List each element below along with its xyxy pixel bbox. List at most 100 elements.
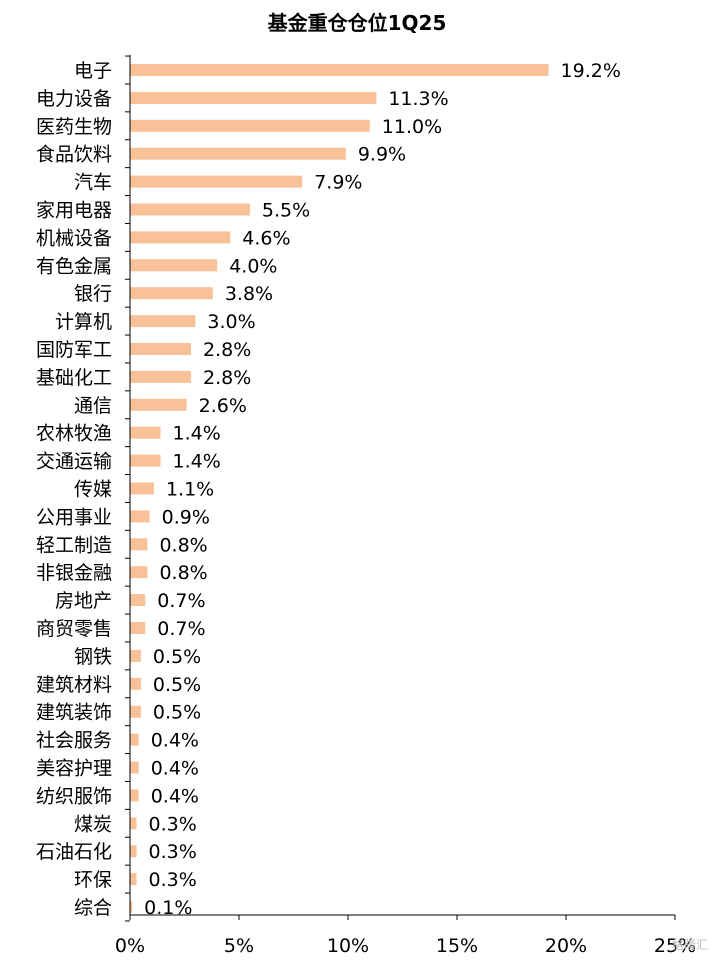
bar-1 bbox=[130, 64, 549, 76]
category-label: 煤炭 bbox=[74, 813, 112, 835]
bar-2 bbox=[130, 91, 377, 104]
bar-15 bbox=[130, 454, 161, 467]
value-label: 19.2% bbox=[561, 60, 621, 82]
bar-16 bbox=[130, 482, 154, 495]
bar-10 bbox=[130, 315, 196, 328]
category-label: 建筑材料 bbox=[36, 674, 112, 696]
bar-9 bbox=[130, 287, 213, 300]
value-label: 4.6% bbox=[242, 227, 290, 249]
x-tick-label: 5% bbox=[224, 935, 254, 957]
category-label: 国防军工 bbox=[36, 339, 112, 361]
category-label: 通信 bbox=[74, 395, 112, 417]
chart-title: 基金重仓仓位1Q25 bbox=[268, 11, 447, 35]
bar-17 bbox=[130, 510, 150, 523]
value-label: 5.5% bbox=[262, 200, 310, 222]
category-label: 综合 bbox=[74, 897, 112, 919]
bar-19 bbox=[130, 566, 148, 579]
category-label: 电子 bbox=[74, 60, 112, 82]
bar-6 bbox=[130, 203, 250, 216]
value-label: 0.8% bbox=[159, 534, 207, 556]
value-label: 0.3% bbox=[149, 869, 197, 891]
bar-25 bbox=[130, 733, 139, 746]
category-label: 计算机 bbox=[55, 311, 112, 333]
value-label: 0.4% bbox=[151, 758, 199, 780]
bar-24 bbox=[130, 705, 141, 718]
category-label: 食品饮料 bbox=[36, 144, 112, 166]
category-label: 石油石化 bbox=[36, 841, 112, 863]
bar-28 bbox=[130, 817, 137, 830]
category-label: 非银金融 bbox=[36, 562, 112, 584]
bar-18 bbox=[130, 538, 148, 551]
category-label: 建筑装饰 bbox=[36, 702, 112, 724]
bar-3 bbox=[130, 119, 370, 132]
x-tick-label: 25% bbox=[654, 935, 696, 957]
bar-12 bbox=[130, 370, 192, 383]
bar-13 bbox=[130, 398, 187, 411]
category-label: 汽车 bbox=[74, 172, 112, 194]
category-label: 农林牧渔 bbox=[36, 423, 112, 445]
value-label: 11.0% bbox=[382, 116, 442, 138]
watermark-text: 格隆汇 bbox=[671, 938, 708, 952]
value-label: 1.4% bbox=[173, 451, 221, 473]
value-label: 0.3% bbox=[149, 813, 197, 835]
category-label: 银行 bbox=[74, 283, 112, 305]
x-tick-label: 15% bbox=[436, 935, 478, 957]
x-tick-label: 10% bbox=[327, 935, 369, 957]
value-label: 0.5% bbox=[153, 702, 201, 724]
value-label: 0.4% bbox=[151, 730, 199, 752]
bar-31 bbox=[130, 901, 133, 913]
value-label: 2.6% bbox=[199, 395, 247, 417]
x-tick-label: 0% bbox=[115, 935, 145, 957]
value-label: 1.1% bbox=[166, 479, 214, 501]
bar-30 bbox=[130, 873, 137, 886]
value-label: 0.7% bbox=[157, 618, 205, 640]
category-label: 环保 bbox=[74, 869, 112, 891]
value-label: 0.5% bbox=[153, 674, 201, 696]
category-label: 电力设备 bbox=[36, 88, 112, 110]
bar-14 bbox=[130, 426, 161, 439]
category-label: 纺织服饰 bbox=[36, 785, 112, 807]
category-label: 基础化工 bbox=[36, 367, 112, 389]
bar-29 bbox=[130, 845, 137, 858]
value-label: 3.8% bbox=[225, 283, 273, 305]
value-label: 2.8% bbox=[203, 367, 251, 389]
category-label: 钢铁 bbox=[74, 646, 112, 668]
value-label: 0.8% bbox=[159, 562, 207, 584]
value-label: 0.5% bbox=[153, 646, 201, 668]
value-label: 7.9% bbox=[314, 172, 362, 194]
bar-8 bbox=[130, 259, 218, 272]
bar-26 bbox=[130, 761, 139, 774]
x-tick-label: 20% bbox=[545, 935, 587, 957]
value-label: 0.7% bbox=[157, 590, 205, 612]
category-label: 机械设备 bbox=[36, 227, 112, 249]
bar-27 bbox=[130, 789, 139, 802]
category-label: 房地产 bbox=[55, 590, 112, 612]
value-label: 4.0% bbox=[229, 255, 277, 277]
bar-23 bbox=[130, 677, 141, 690]
value-label: 0.4% bbox=[151, 785, 199, 807]
category-label: 交通运输 bbox=[36, 451, 112, 473]
bar-11 bbox=[130, 343, 192, 355]
bar-4 bbox=[130, 147, 346, 160]
value-label: 0.3% bbox=[149, 841, 197, 863]
category-label: 医药生物 bbox=[36, 116, 112, 138]
value-label: 3.0% bbox=[207, 311, 255, 333]
category-label: 传媒 bbox=[74, 479, 112, 501]
category-label: 商贸零售 bbox=[36, 618, 112, 640]
value-label: 1.4% bbox=[173, 423, 221, 445]
bar-21 bbox=[130, 622, 146, 634]
value-label: 11.3% bbox=[388, 88, 448, 110]
bar-20 bbox=[130, 594, 146, 607]
category-label: 公用事业 bbox=[36, 506, 112, 528]
category-label: 轻工制造 bbox=[36, 534, 112, 556]
bar-7 bbox=[130, 231, 231, 244]
bar-22 bbox=[130, 649, 141, 662]
category-label: 家用电器 bbox=[36, 200, 112, 222]
value-label: 9.9% bbox=[358, 144, 406, 166]
bar-5 bbox=[130, 175, 303, 188]
value-label: 0.1% bbox=[144, 897, 192, 919]
value-label: 2.8% bbox=[203, 339, 251, 361]
category-label: 有色金属 bbox=[36, 255, 112, 277]
category-label: 美容护理 bbox=[36, 758, 112, 780]
